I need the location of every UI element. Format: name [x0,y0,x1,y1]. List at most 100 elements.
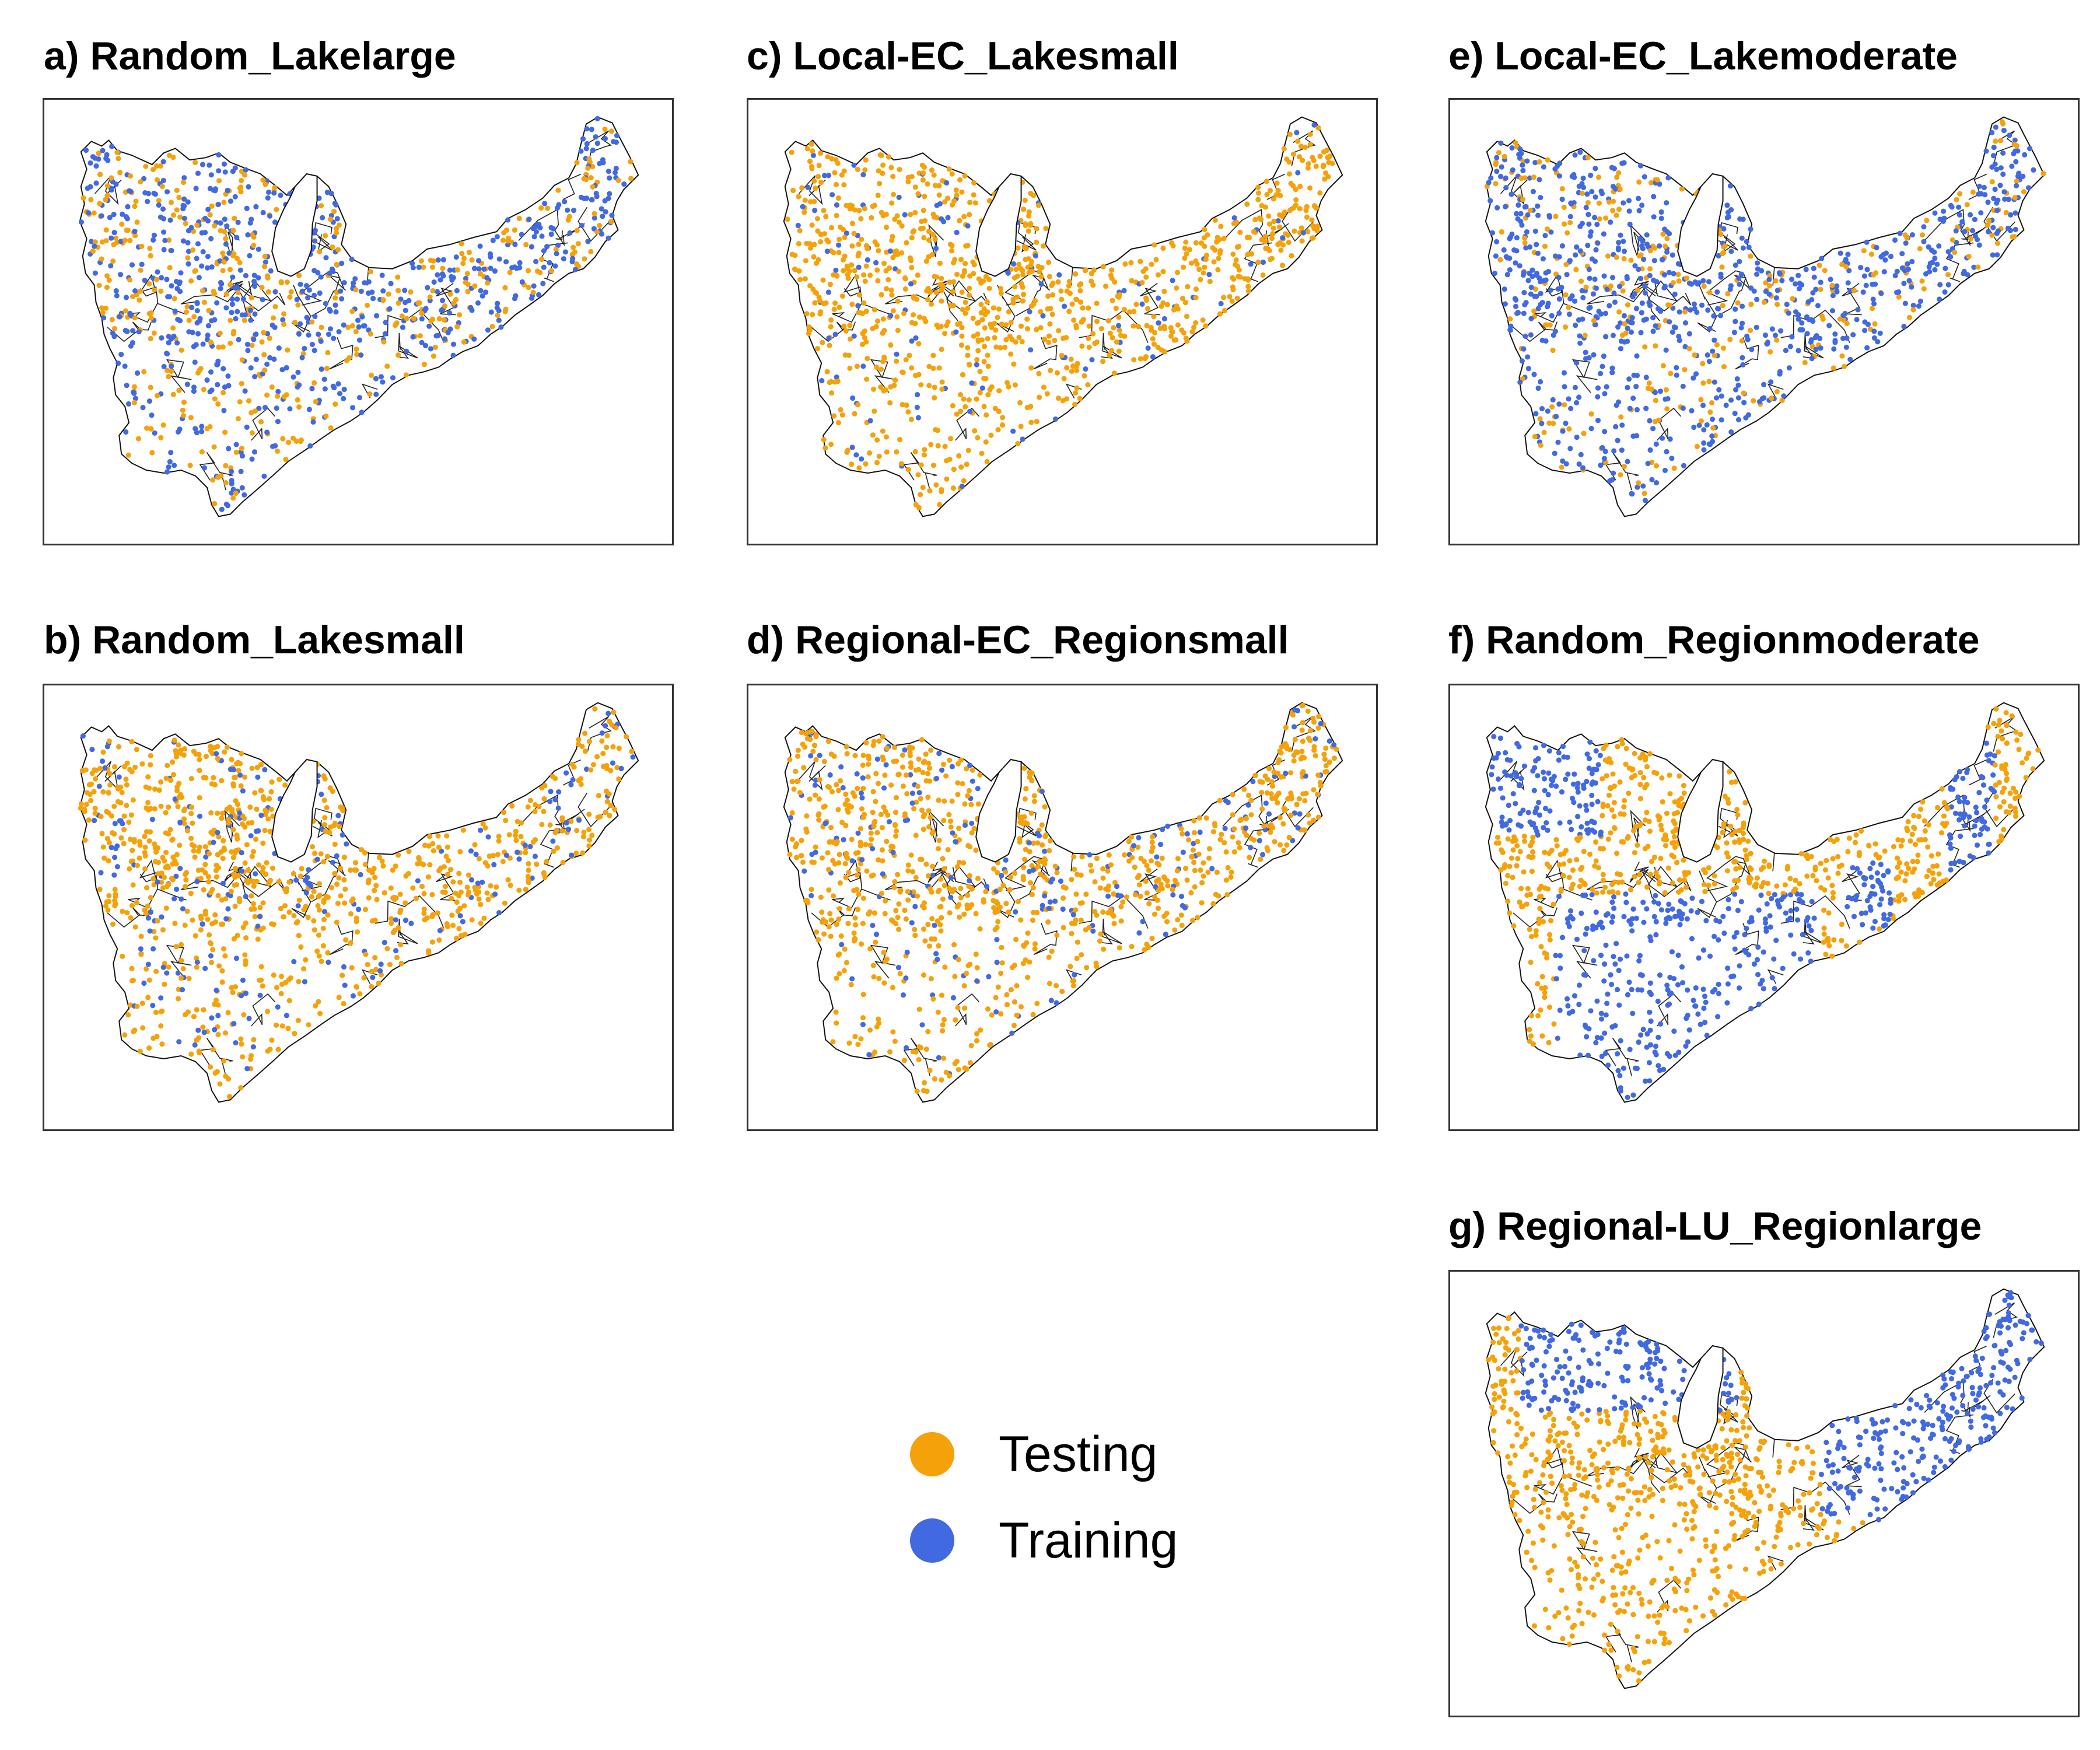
testing-point [1841,363,1847,369]
training-point [1243,825,1249,831]
testing-point [1493,181,1499,187]
testing-point [397,909,403,915]
testing-point [270,813,276,819]
training-point [1511,247,1517,253]
training-point [519,279,525,285]
testing-point [185,1009,191,1015]
training-point [226,446,232,452]
testing-point [1647,248,1653,254]
testing-point [950,403,956,409]
testing-point [516,215,522,222]
testing-point [91,210,97,216]
training-point [1639,310,1644,316]
training-point [1653,323,1658,329]
training-point [945,215,951,220]
testing-point [312,380,317,386]
watershed-boundary-line [1648,280,1678,321]
training-point [1010,261,1017,267]
testing-point [253,836,259,842]
training-point [318,338,324,344]
testing-point [1046,260,1052,265]
training-point [240,296,246,302]
training-point [302,979,307,985]
training-point [1513,303,1519,309]
testing-point [937,922,943,928]
training-point [552,263,558,269]
testing-point [96,282,102,288]
testing-point [485,280,491,286]
testing-point [396,300,401,306]
testing-point [158,779,164,785]
testing-point [116,156,121,162]
testing-point [818,150,824,156]
training-point [193,342,199,348]
testing-point [262,367,268,373]
training-point [1712,379,1717,385]
training-point [111,211,117,218]
training-point [1566,312,1572,317]
testing-point [962,173,968,179]
testing-point [296,404,302,410]
testing-point [369,968,374,974]
testing-point [1135,844,1141,850]
testing-point [2014,178,2020,184]
training-point [1519,358,1525,364]
training-point [370,974,376,981]
training-point [1838,250,1843,256]
lake-points [78,706,636,1100]
testing-point [525,268,531,274]
testing-point [538,205,544,211]
training-point [291,958,297,965]
training-point [1796,316,1801,322]
testing-point [810,286,816,292]
testing-point [820,277,826,283]
training-point [209,264,215,270]
training-point [468,877,475,883]
training-point [1932,267,1938,272]
testing-point [1003,322,1009,328]
testing-point [608,128,614,134]
testing-point [1245,284,1251,289]
training-point [321,376,327,382]
testing-point [104,835,110,842]
testing-point [1149,849,1154,855]
testing-point [116,744,122,750]
training-point [118,351,124,358]
training-point [1640,483,1646,489]
testing-point [1562,221,1567,227]
training-point [423,342,429,349]
testing-point [817,311,823,317]
training-point [239,850,244,856]
training-point [200,162,206,167]
testing-point [603,809,608,816]
training-point [1115,323,1122,328]
testing-point [190,820,195,826]
training-point [1901,281,1907,286]
testing-point [99,256,104,262]
training-point [1740,245,1746,251]
testing-point [1872,321,1878,327]
testing-point [1296,154,1303,160]
training-point [186,228,191,234]
testing-point [977,390,983,396]
testing-point [135,436,142,442]
testing-point [188,804,195,810]
testing-point [1248,251,1255,257]
training-point [1998,165,2004,171]
training-point [378,374,384,380]
testing-point [1193,258,1199,264]
training-point [116,774,122,780]
training-point [294,296,300,303]
testing-point [1293,187,1298,192]
testing-point [338,804,344,810]
testing-point [1049,292,1056,298]
testing-point [1271,218,1277,225]
testing-point [100,749,106,755]
testing-point [907,255,914,261]
testing-point [1647,266,1653,272]
training-point [191,388,197,394]
testing-point [342,886,348,892]
training-point [2020,173,2026,179]
testing-point [1018,323,1024,329]
training-point [513,293,519,299]
